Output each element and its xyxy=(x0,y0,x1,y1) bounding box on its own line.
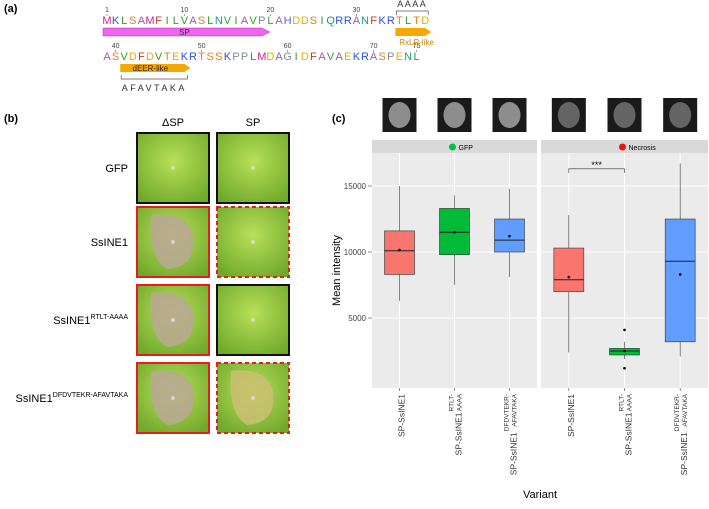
x-tick-label-group: SP-SsINE1 xyxy=(566,394,576,437)
facet-label: Necrosis xyxy=(629,145,657,152)
infiltration-spot xyxy=(251,240,255,244)
x-tick-label: SP-SsINE1 xyxy=(509,432,519,475)
outlier xyxy=(623,328,626,332)
rxlr-label: RxLR-like xyxy=(399,38,434,47)
photo-border xyxy=(136,284,210,356)
sp-label: SP xyxy=(179,28,190,37)
thumbnail-signal xyxy=(557,102,580,128)
infiltration-spot xyxy=(171,240,175,244)
mean-point xyxy=(398,248,401,252)
infiltration-spot xyxy=(171,318,175,322)
column-header: ΔSP xyxy=(162,117,184,129)
photo-border xyxy=(136,362,210,434)
infiltration-spot xyxy=(251,318,255,322)
rxlr-bar xyxy=(395,28,432,36)
row-label: SsINE1RTLT-AAAA xyxy=(53,314,128,327)
rxlr-bracket xyxy=(396,10,429,15)
deer-bracket xyxy=(120,75,188,80)
row-label-name: SsINE1 xyxy=(91,237,128,249)
row-label-name: SsINE1 xyxy=(16,393,53,405)
x-tick-label-sup: DFDVTEKR-AFAVTAKA xyxy=(504,393,519,431)
mean-point xyxy=(453,230,456,234)
significance-bracket xyxy=(568,168,625,173)
thumbnail-signal xyxy=(388,102,411,128)
residue-number: 30 xyxy=(353,7,361,14)
residue-number: 40 xyxy=(112,43,120,50)
panel-label: (b) xyxy=(4,113,18,125)
sequence: MK L SAMF I L VAS L NV I AVP L AHDDS I QRRANF KRT L TD xyxy=(102,15,429,27)
residue-number: 50 xyxy=(198,43,206,50)
x-tick-label-sup: RTLT-AAAA xyxy=(449,393,464,411)
x-tick-label: SP-SsINE1 xyxy=(566,394,576,437)
sp-bar xyxy=(102,27,271,37)
mean-point xyxy=(678,273,682,276)
mean-point xyxy=(508,234,511,238)
row-label-name: GFP xyxy=(105,163,128,175)
panel-label: (c) xyxy=(332,113,346,125)
x-axis-label: Variant xyxy=(523,489,557,501)
x-tick-label: SP-SsINE1 xyxy=(397,394,407,437)
thumbnail-signal xyxy=(498,102,521,128)
row-label-name: SsINE1 xyxy=(53,315,90,327)
row-label: SsINE1 xyxy=(91,237,128,249)
mean-point xyxy=(623,349,626,353)
row-label: SsINE1DFDVTEKR-AFAVTAKA xyxy=(16,392,129,405)
outlier xyxy=(623,366,626,370)
column-header: SP xyxy=(246,117,261,129)
thumbnail-signal xyxy=(613,102,636,128)
residue-number: 1 xyxy=(105,7,109,14)
y-tick-label: 10000 xyxy=(344,248,367,257)
deer-mutation: AFAVTAKA xyxy=(122,83,187,93)
legend-dot xyxy=(449,143,456,151)
row-label-sup: DFDVTEKR-AFAVTAKA xyxy=(53,392,129,399)
row-label: GFP xyxy=(105,163,128,175)
x-tick-label: SP-SsINE1 xyxy=(454,412,464,455)
infiltration-spot xyxy=(171,166,175,170)
legend-dot xyxy=(619,143,626,151)
residue-number: 75 xyxy=(413,43,421,50)
x-tick-label: SP-SsINE1 xyxy=(624,412,634,455)
rxlr-mutation: AAAA xyxy=(397,0,427,9)
residue-number: 20 xyxy=(267,7,275,14)
deer-label: dEER-like xyxy=(133,64,169,73)
residue-number: 70 xyxy=(370,43,378,50)
sequence: ASVDFDV T EKRT SSKPP LMDAG I DF AVAEKRASPEN L xyxy=(103,51,419,63)
x-tick-label-sup: RTLT-AAAA xyxy=(619,393,634,411)
x-tick-label-group: SP-SsINE1 xyxy=(397,394,407,437)
deer-bar xyxy=(120,64,191,72)
x-tick-label: SP-SsINE1 xyxy=(679,432,689,475)
box xyxy=(553,247,585,292)
photo-border xyxy=(216,132,290,204)
mean-point xyxy=(567,275,571,279)
box xyxy=(664,218,696,343)
y-tick-label: 5000 xyxy=(348,314,366,323)
photo-border xyxy=(216,284,290,356)
significance-label: *** xyxy=(591,160,602,170)
photo-border xyxy=(216,206,290,278)
row-label-sup: RTLT-AAAA xyxy=(91,314,129,321)
panel-label: (a) xyxy=(4,3,18,15)
photo-border xyxy=(216,362,290,434)
box xyxy=(384,230,415,275)
thumbnail-signal xyxy=(443,102,466,128)
facet-label: GFP xyxy=(459,145,474,152)
residue-number: 60 xyxy=(284,43,292,50)
y-tick-label: 15000 xyxy=(344,182,367,191)
thumbnail-signal xyxy=(669,102,692,128)
infiltration-spot xyxy=(251,166,255,170)
photo-border xyxy=(136,132,210,204)
residue-number: 10 xyxy=(181,7,189,14)
infiltration-spot xyxy=(251,396,255,400)
infiltration-spot xyxy=(171,396,175,400)
y-axis-label: Mean intensity xyxy=(331,235,343,306)
x-tick-label-sup: DFDVTEKR-AFAVTAKA xyxy=(674,393,689,431)
photo-border xyxy=(136,206,210,278)
